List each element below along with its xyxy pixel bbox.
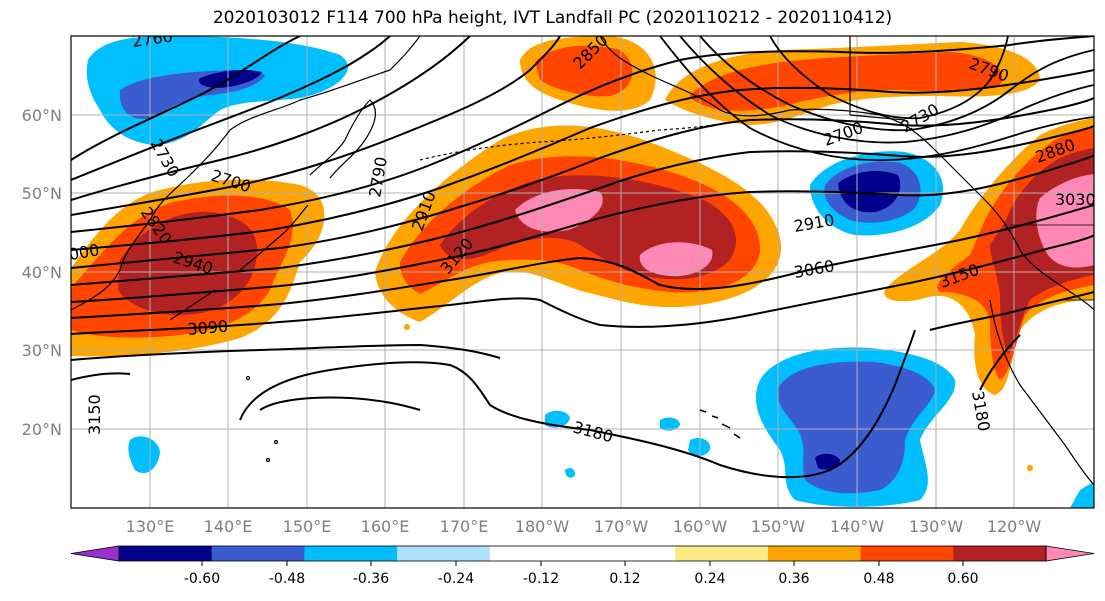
colorbar-ticks — [201, 561, 964, 566]
colorbar-segment — [119, 546, 213, 561]
colorbar: -0.60 -0.48 -0.36 -0.24 -0.12 0.12 0.24 … — [70, 545, 1095, 587]
colorbar-segment — [675, 546, 769, 561]
colorbar-extend-low — [70, 545, 120, 562]
colorbar-segment — [953, 546, 1047, 561]
lat-label: 20°N — [22, 420, 62, 439]
colorbar-tick-label: 0.36 — [778, 571, 809, 587]
lon-label: 160°E — [361, 517, 410, 536]
lat-label: 50°N — [22, 184, 62, 203]
height-contours-north — [659, 36, 1094, 162]
lon-label: 130°E — [126, 517, 175, 536]
lon-label: 130°W — [909, 517, 964, 536]
colorbar-tick-label: -0.48 — [269, 571, 305, 587]
lat-label: 30°N — [22, 341, 62, 360]
lon-label: 160°W — [673, 517, 728, 536]
latitude-labels: 60°N 50°N 40°N 30°N 20°N — [22, 106, 62, 439]
colorbar-tick-labels: -0.60 -0.48 -0.36 -0.24 -0.12 0.12 0.24 … — [184, 571, 979, 587]
colorbar-segment — [767, 546, 862, 561]
colorbar-segment — [304, 546, 398, 561]
colorbar-tick-label: 0.48 — [863, 571, 894, 587]
colorbar-tick-label: -0.60 — [184, 571, 220, 587]
colorbar-tick-label: -0.12 — [523, 571, 559, 587]
colorbar-segments — [70, 545, 1095, 562]
lon-label: 170°E — [440, 517, 489, 536]
colorbar-tick-label: 0.12 — [609, 571, 640, 587]
colorbar-segment — [489, 546, 583, 561]
coastlines — [71, 36, 1094, 486]
lon-label: 140°W — [830, 517, 885, 536]
contour-label: 3150 — [85, 394, 104, 435]
lon-label: 150°E — [283, 517, 332, 536]
contour-label: 3030 — [1055, 190, 1096, 209]
map-title: 2020103012 F114 700 hPa height, IVT Land… — [212, 8, 893, 28]
colorbar-tick-label: 0.60 — [947, 571, 978, 587]
lat-label: 60°N — [22, 106, 62, 125]
colorbar-segment — [582, 546, 676, 561]
lon-label: 150°W — [751, 517, 806, 536]
lon-label: 120°W — [987, 517, 1042, 536]
contour-label: 3090 — [187, 317, 229, 339]
colorbar-segment — [860, 546, 954, 561]
colorbar-frame — [118, 545, 1047, 562]
colorbar-segment — [397, 546, 491, 561]
colorbar-tick-label: -0.36 — [353, 571, 389, 587]
lon-label: 140°E — [204, 517, 253, 536]
plot-frame — [70, 35, 1095, 509]
height-contours — [71, 36, 1094, 479]
colorbar-segment — [211, 546, 305, 561]
lat-label: 40°N — [22, 263, 62, 282]
colorbar-tick-label: 0.24 — [694, 571, 725, 587]
colorbar-tick-label: -0.24 — [438, 571, 474, 587]
lon-label: 180°W — [515, 517, 570, 536]
lon-label: 170°W — [594, 517, 649, 536]
longitude-labels: 130°E 140°E 150°E 160°E 170°E 180°W 170°… — [126, 517, 1042, 536]
map-plot-area: 2760 2730 2700 2820 2940 3090 3150 3000 … — [71, 36, 1096, 508]
colorbar-extend-high — [1045, 545, 1095, 562]
